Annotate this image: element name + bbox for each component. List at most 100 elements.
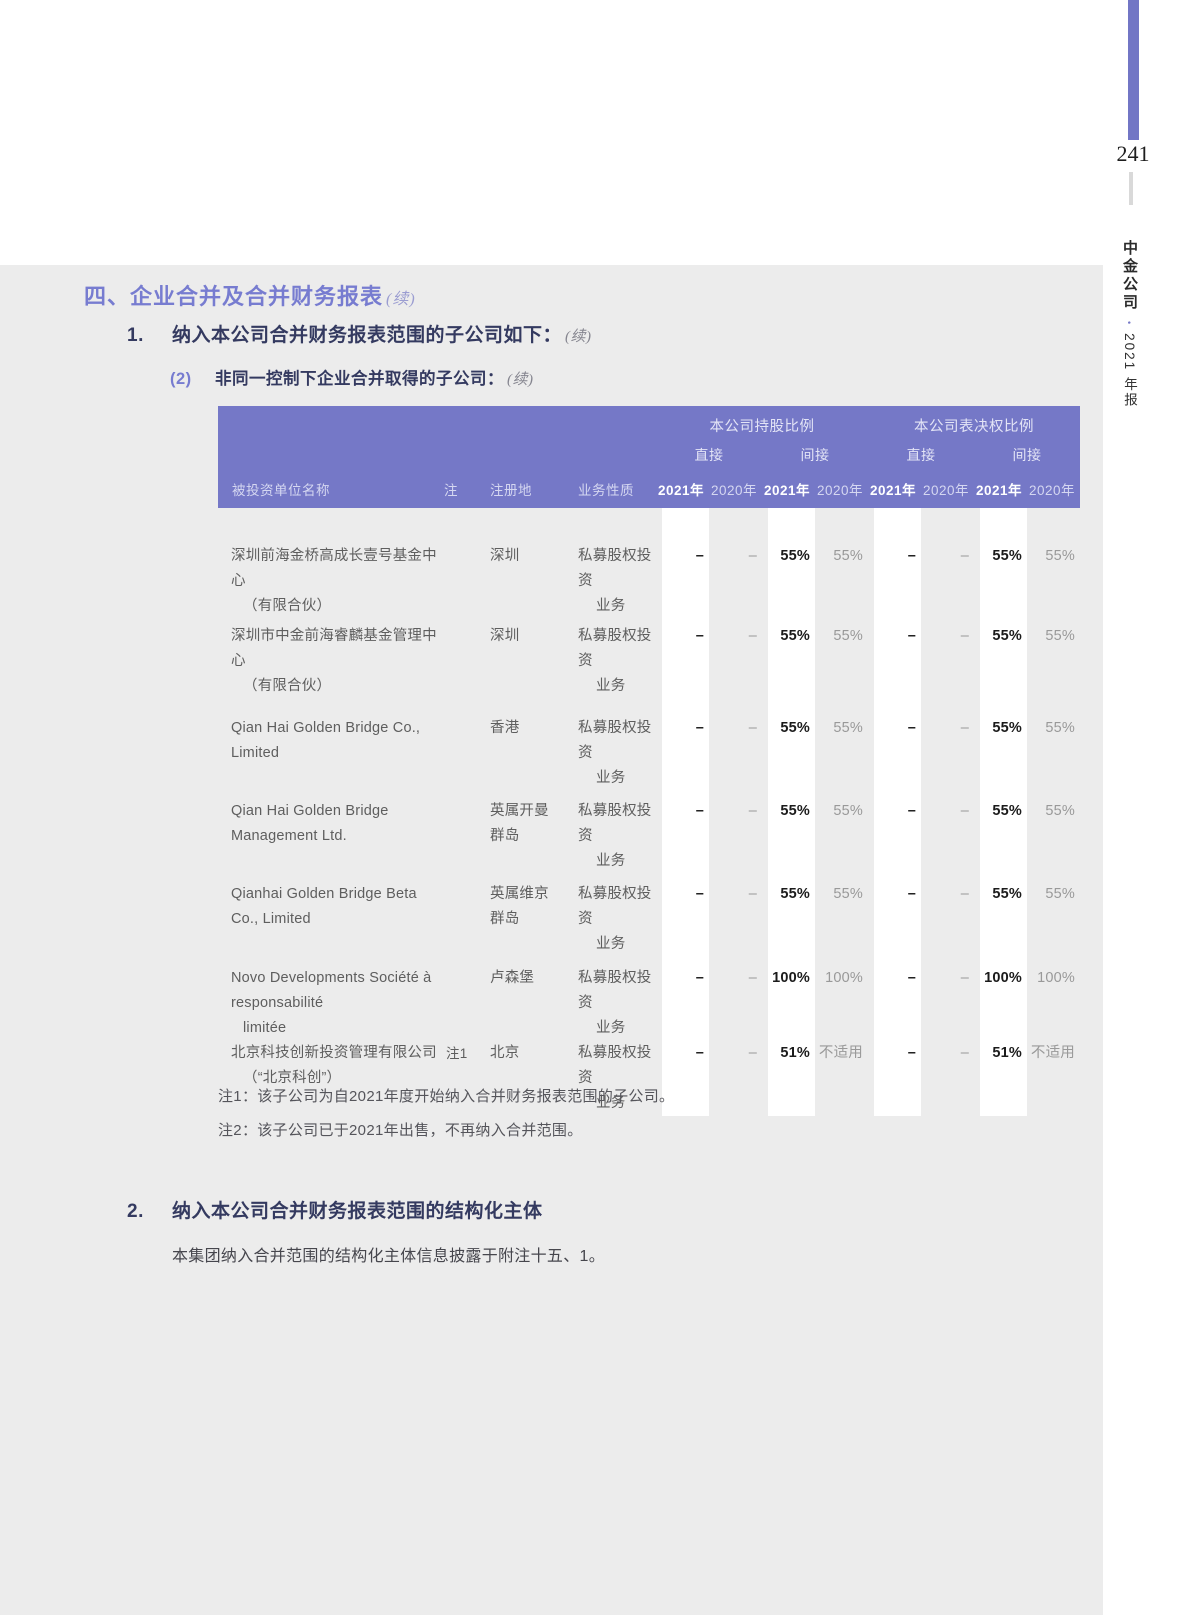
cell-shareholding-indirect-2021: 100%: [762, 966, 815, 1041]
table-header: 本公司持股比例 本公司表决权比例 直接 间接 直接 间接 被投资单位名称 注 注…: [218, 406, 1080, 508]
company-name-line1: Qian Hai Golden Bridge Management Ltd.: [231, 803, 389, 844]
cell-shareholding-direct-2020: –: [748, 886, 757, 902]
header-company-name: 被投资单位名称: [218, 468, 444, 508]
cell-voting-direct-2020: –: [960, 1045, 969, 1061]
cell-shareholding-direct-2021: –: [656, 624, 709, 716]
header-year-2020: 2020年: [815, 468, 868, 508]
cell-shareholding-indirect-2020: 55%: [833, 720, 863, 736]
business-nature-line2: 业务: [596, 936, 626, 952]
footnote-2: 注2：该子公司已于2021年出售，不再纳入合并范围。: [218, 1122, 583, 1139]
business-nature-line2: 业务: [596, 678, 626, 694]
cell-shareholding-direct-2021: –: [656, 966, 709, 1041]
cell-shareholding-direct-2021: –: [656, 716, 709, 799]
cell-shareholding-indirect-2020: 55%: [833, 803, 863, 819]
cell-company-name: Novo Developments Société à responsabili…: [218, 966, 444, 1041]
cell-shareholding-indirect-2021: 55%: [762, 624, 815, 716]
header-business: 业务性质: [562, 468, 656, 508]
cell-voting-direct-2020: –: [960, 970, 969, 986]
cell-voting-indirect-2020: 55%: [1045, 548, 1075, 564]
table-row: 深圳市中金前海睿麟基金管理中心 （有限合伙） 深圳 私募股权投资 业务 – – …: [218, 624, 1080, 716]
header-spacer: [218, 406, 656, 438]
header-spacer: [218, 438, 656, 468]
cell-registration-place: 深圳: [490, 628, 520, 644]
header-indirect: 间接: [762, 438, 868, 468]
cell-business-nature: 私募股权投资 业务: [562, 799, 656, 882]
cell-shareholding-indirect-2021: 55%: [762, 882, 815, 966]
subsection-2-number: 2.: [127, 1201, 144, 1222]
header-year-2021: 2021年: [868, 468, 921, 508]
business-nature-line2: 业务: [596, 1095, 626, 1111]
business-nature-line1: 私募股权投资: [578, 628, 652, 669]
cell-shareholding-indirect-2021: 51%: [762, 1041, 815, 1116]
company-name-line1: Novo Developments Société à responsabili…: [231, 970, 432, 1011]
business-nature-line2: 业务: [596, 598, 626, 614]
cell-voting-indirect-2020: 55%: [1045, 720, 1075, 736]
cell-voting-direct-2020: –: [960, 886, 969, 902]
cell-registration-place: 香港: [490, 720, 520, 736]
cell-voting-indirect-2021: 51%: [974, 1041, 1027, 1116]
cell-note-ref: [444, 799, 474, 882]
cell-company-name: 深圳前海金桥高成长壹号基金中心 （有限合伙）: [218, 508, 444, 624]
cell-note-ref: 注1: [446, 1046, 468, 1061]
business-nature-line1: 私募股权投资: [578, 803, 652, 844]
subsection-1-2-number: (2): [170, 370, 192, 388]
report-year: 2021 年报: [1122, 333, 1137, 408]
header-year-2020: 2020年: [709, 468, 762, 508]
margin-accent-bar: [1128, 0, 1139, 140]
section-heading-text: 四、企业合并及合并财务报表: [84, 284, 384, 309]
header-indirect: 间接: [974, 438, 1080, 468]
cell-voting-direct-2021: –: [868, 508, 921, 624]
subsection-2-body: 本集团纳入合并范围的结构化主体信息披露于附注十五、1。: [172, 1248, 605, 1265]
cell-business-nature: 私募股权投资 业务: [562, 716, 656, 799]
table-row: 北京科技创新投资管理有限公司 （“北京科创”） 注1 北京 私募股权投资 业务 …: [218, 1041, 1080, 1116]
table-body: 深圳前海金桥高成长壹号基金中心 （有限合伙） 深圳 私募股权投资 业务 – – …: [218, 508, 1080, 1116]
cell-shareholding-direct-2020: –: [748, 1045, 757, 1061]
business-nature-line1: 私募股权投资: [578, 548, 652, 589]
cell-voting-direct-2021: –: [868, 624, 921, 716]
cell-voting-direct-2021: –: [868, 716, 921, 799]
cell-voting-direct-2021: –: [868, 799, 921, 882]
subsection-2-heading: 2. 纳入本公司合并财务报表范围的结构化主体: [127, 1196, 543, 1223]
table-row: Qian Hai Golden Bridge Co., Limited 香港 私…: [218, 716, 1080, 799]
company-name-line1: Qian Hai Golden Bridge Co., Limited: [231, 720, 421, 761]
cell-voting-indirect-2021: 55%: [974, 716, 1027, 799]
cell-note-ref: [444, 716, 474, 799]
section-heading: 四、企业合并及合并财务报表 (续): [84, 279, 416, 311]
header-subgroup-row: 直接 间接 直接 间接: [218, 438, 1080, 468]
cell-registration-place: 北京: [490, 1045, 520, 1061]
cell-voting-indirect-2021: 55%: [974, 508, 1027, 624]
cell-company-name: Qian Hai Golden Bridge Management Ltd.: [218, 799, 444, 882]
cell-shareholding-direct-2021: –: [656, 1041, 709, 1116]
header-direct: 直接: [656, 438, 762, 468]
table-row: Novo Developments Société à responsabili…: [218, 966, 1080, 1041]
business-nature-line2: 业务: [596, 853, 626, 869]
cell-voting-direct-2020: –: [960, 548, 969, 564]
cell-note-ref: [444, 882, 474, 966]
company-name-line2: （有限合伙）: [243, 598, 332, 614]
page-number: 241: [1116, 141, 1150, 166]
cell-shareholding-indirect-2020: 55%: [833, 886, 863, 902]
cell-shareholding-direct-2020: –: [748, 720, 757, 736]
cell-shareholding-direct-2020: –: [748, 628, 757, 644]
cell-voting-indirect-2021: 100%: [974, 966, 1027, 1041]
subsection-2-text: 纳入本公司合并财务报表范围的结构化主体: [172, 1201, 543, 1222]
company-name-line2: （“北京科创”）: [243, 1070, 342, 1086]
cell-registration-place: 英属开曼群岛: [490, 803, 549, 844]
business-nature-line1: 私募股权投资: [578, 970, 652, 1011]
company-name-line1: Qianhai Golden Bridge Beta Co., Limited: [231, 886, 417, 927]
cell-voting-indirect-2021: 55%: [974, 799, 1027, 882]
cell-shareholding-direct-2021: –: [656, 799, 709, 882]
header-year-2021: 2021年: [974, 468, 1027, 508]
cell-voting-indirect-2021: 55%: [974, 624, 1027, 716]
table-row: Qianhai Golden Bridge Beta Co., Limited …: [218, 882, 1080, 966]
cell-business-nature: 私募股权投资 业务: [562, 624, 656, 716]
cell-company-name: Qianhai Golden Bridge Beta Co., Limited: [218, 882, 444, 966]
continued-mark: (续): [386, 291, 416, 308]
company-name-line1: 北京科技创新投资管理有限公司: [231, 1045, 437, 1061]
cell-registration-place: 卢森堡: [490, 970, 535, 986]
cell-registration-place: 深圳: [490, 548, 520, 564]
cell-company-name: 北京科技创新投资管理有限公司 （“北京科创”）: [218, 1041, 444, 1116]
table-row: Qian Hai Golden Bridge Management Ltd. 英…: [218, 799, 1080, 882]
cell-shareholding-indirect-2021: 55%: [762, 799, 815, 882]
